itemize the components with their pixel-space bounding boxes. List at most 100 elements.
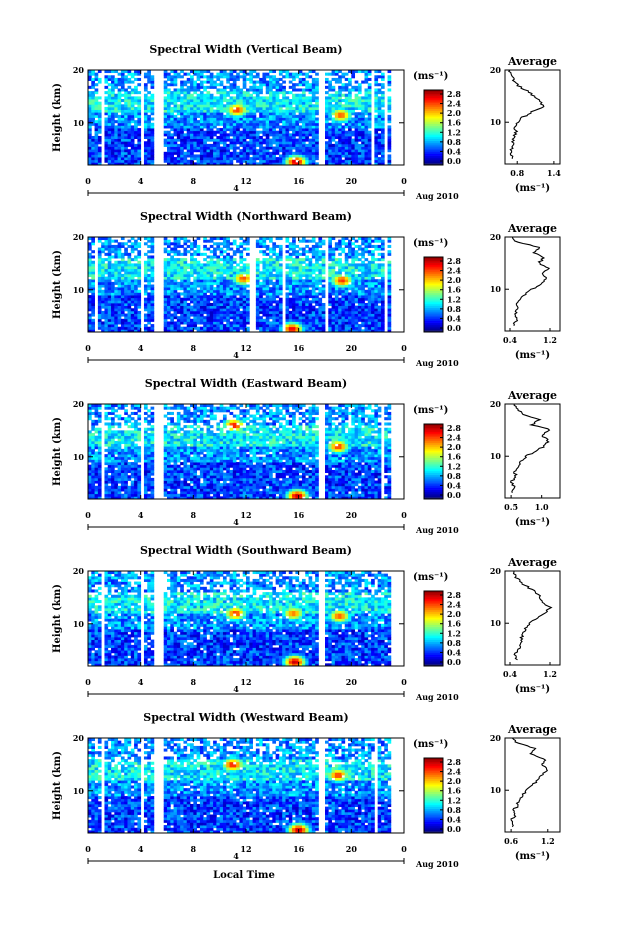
colorbar-segment [424, 114, 443, 117]
y-tick-label: 10 [73, 786, 85, 796]
profile-line [507, 69, 545, 159]
x-tick-label: 8 [191, 677, 197, 687]
colorbar-segment [424, 433, 443, 436]
colorbar-segment [424, 285, 443, 288]
colorbar-segment [424, 273, 443, 277]
colorbar-segment [424, 649, 443, 652]
colorbar-segment [424, 270, 443, 273]
colorbar-tick-label: 0.0 [447, 490, 461, 500]
colorbar-segment [424, 651, 443, 654]
colorbar-segment [424, 431, 443, 434]
colorbar-segment [424, 472, 443, 475]
colorbar-segment [424, 656, 443, 659]
y-tick-label: 10 [73, 619, 85, 629]
colorbar-tick-label: 0.0 [447, 156, 461, 166]
colorbar-segment [424, 424, 443, 427]
colorbar-segment [424, 135, 443, 138]
colorbar-segment [424, 292, 443, 295]
profile-x-tick-label: 0.8 [510, 168, 524, 178]
profile-x-tick-label: 1.2 [543, 669, 557, 679]
colorbar-segment [424, 484, 443, 487]
colorbar-segment [424, 491, 443, 494]
colorbar-segment [424, 497, 443, 500]
colorbar-tick-label: 1.2 [447, 795, 461, 805]
profile-frame [504, 236, 561, 332]
panel-title: Spectral Width (Southward Beam) [140, 544, 352, 557]
colorbar-segment [424, 318, 443, 322]
x-tick-label: 0 [401, 176, 407, 186]
colorbar-segment [424, 626, 443, 629]
colorbar-segment [424, 439, 443, 442]
colorbar-segment [424, 93, 443, 96]
colorbar-segment [424, 647, 443, 650]
colorbar-segment [424, 831, 443, 834]
colorbar-tick-label: 1.6 [447, 118, 461, 128]
colorbar-segment [424, 91, 443, 95]
colorbar-segment [424, 495, 443, 498]
colorbar-tick-label: 1.2 [447, 461, 461, 471]
heatmap-cells [88, 571, 392, 667]
colorbar-segment [424, 146, 443, 149]
colorbar-segment [424, 493, 443, 496]
x-tick-label: 0 [401, 844, 407, 854]
x-tick-label: 12 [240, 176, 251, 186]
colorbar-segment [424, 639, 443, 642]
day-marker: 4 [233, 851, 239, 861]
colorbar-segment [424, 95, 443, 98]
colorbar-segment [424, 437, 443, 440]
colorbar-segment [424, 307, 443, 310]
colorbar-segment [424, 489, 443, 492]
colorbar-segment [424, 652, 443, 656]
colorbar-segment [424, 487, 443, 490]
profile-y-tick-label: 20 [490, 399, 502, 409]
x-tick-label: 20 [346, 176, 358, 186]
colorbar-segment [424, 435, 443, 438]
colorbar-segment [424, 465, 443, 468]
profile-x-unit: (ms⁻¹) [515, 851, 550, 862]
colorbar-segment [424, 118, 443, 121]
colorbar-segment [424, 469, 443, 472]
colorbar-segment [424, 151, 443, 155]
x-tick-label: 0 [85, 844, 91, 854]
colorbar-tick-label: 2.8 [447, 590, 461, 600]
colorbar-tick-label: 2.4 [447, 266, 461, 276]
day-marker: 4 [233, 517, 239, 527]
colorbar-segment [424, 105, 443, 108]
panel-4: Spectral Width (Southward Beam) 0 4 8 12 16 20… [52, 544, 561, 702]
panel-title: Spectral Width (Westward Beam) [143, 711, 348, 724]
x-tick-label: 12 [240, 844, 251, 854]
y-tick-label: 20 [73, 399, 85, 409]
colorbar-segment [424, 99, 443, 102]
x-tick-label: 16 [293, 510, 305, 520]
colorbar-segment [424, 101, 443, 104]
colorbar-segment [424, 305, 443, 308]
colorbar-segment [424, 767, 443, 770]
colorbar-segment [424, 804, 443, 808]
colorbar-segment [424, 592, 443, 596]
colorbar-segment [424, 313, 443, 316]
colorbar-tick-label: 2.4 [447, 433, 461, 443]
x-tick-label: 4 [138, 677, 144, 687]
colorbar-segment [424, 485, 443, 489]
colorbar-tick-label: 0.8 [447, 638, 461, 648]
colorbar-tick-label: 1.6 [447, 452, 461, 462]
colorbar-segment [424, 427, 443, 430]
colorbar-segment [424, 455, 443, 459]
colorbar-segment [424, 287, 443, 290]
colorbar-segment [424, 774, 443, 778]
date-label: Aug 2010 [415, 859, 459, 869]
colorbar-frame [423, 590, 444, 667]
profile-x-unit: (ms⁻¹) [515, 517, 550, 528]
colorbar-segment [424, 90, 443, 93]
x-tick-label: 20 [346, 677, 358, 687]
colorbar-segment [424, 594, 443, 597]
colorbar-segment [424, 110, 443, 113]
x-tick-label: 16 [293, 677, 305, 687]
x-axis-label: Local Time [213, 870, 275, 881]
profile-y-tick-label: 10 [490, 618, 502, 628]
colorbar-segment [424, 446, 443, 449]
colorbar-segment [424, 480, 443, 483]
colorbar-segment [424, 262, 443, 265]
colorbar-segment [424, 444, 443, 447]
panel-1: Spectral Width (Vertical Beam) 0 4 8 12 16 20 0… [52, 43, 561, 201]
